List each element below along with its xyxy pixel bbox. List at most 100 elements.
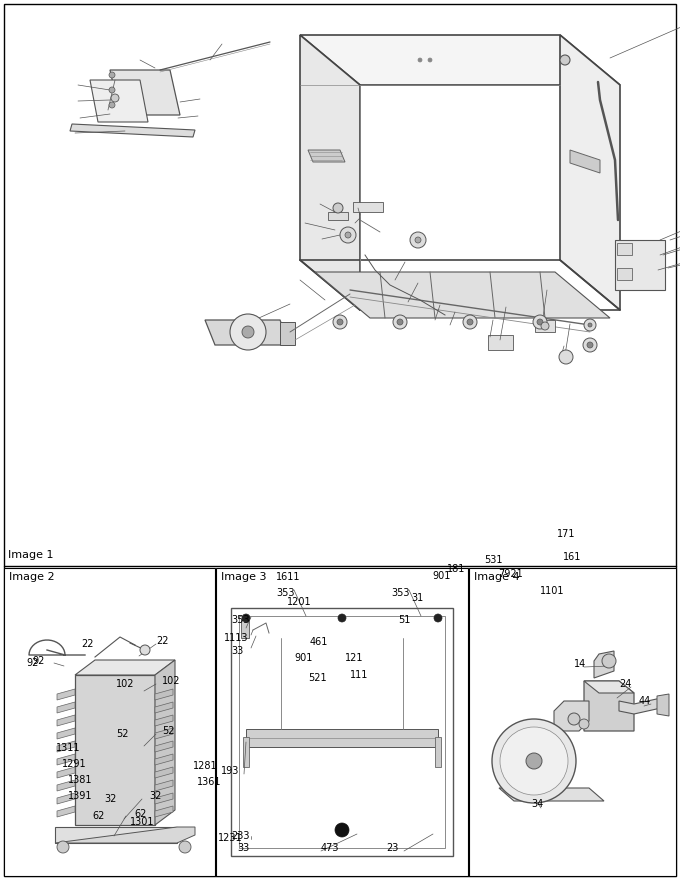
- Bar: [435, 737, 441, 767]
- Circle shape: [393, 315, 407, 329]
- Polygon shape: [70, 124, 195, 137]
- Circle shape: [434, 614, 442, 622]
- Polygon shape: [57, 715, 75, 726]
- Text: 31: 31: [411, 593, 423, 603]
- Circle shape: [541, 322, 549, 330]
- Polygon shape: [205, 320, 290, 345]
- Circle shape: [415, 237, 421, 243]
- Circle shape: [410, 232, 426, 248]
- Text: 461: 461: [310, 637, 328, 647]
- Text: 1113: 1113: [224, 633, 248, 643]
- Text: 7921: 7921: [498, 569, 523, 579]
- Text: 171: 171: [557, 529, 575, 539]
- Text: 44: 44: [639, 696, 651, 706]
- Polygon shape: [155, 754, 173, 765]
- Text: 1101: 1101: [540, 586, 564, 596]
- Polygon shape: [615, 240, 665, 290]
- Bar: [239, 616, 445, 848]
- Polygon shape: [280, 322, 295, 345]
- Bar: [617, 243, 632, 255]
- Text: 1291: 1291: [62, 759, 86, 769]
- Text: 92: 92: [32, 656, 44, 666]
- Circle shape: [559, 350, 573, 364]
- Text: 32: 32: [104, 794, 116, 804]
- Text: 161: 161: [563, 552, 581, 562]
- Polygon shape: [90, 80, 148, 122]
- Polygon shape: [155, 806, 173, 817]
- Polygon shape: [560, 35, 620, 310]
- Bar: [535, 320, 555, 332]
- Polygon shape: [57, 689, 75, 700]
- Circle shape: [57, 841, 69, 853]
- Bar: [617, 268, 632, 280]
- Circle shape: [537, 319, 543, 325]
- Text: 1231: 1231: [218, 833, 243, 843]
- Circle shape: [230, 314, 266, 350]
- Text: 121: 121: [345, 653, 364, 663]
- Text: 193: 193: [221, 766, 239, 776]
- Text: 22: 22: [81, 639, 94, 649]
- Circle shape: [179, 841, 191, 853]
- Polygon shape: [155, 715, 173, 726]
- Polygon shape: [55, 827, 195, 843]
- Bar: [328, 212, 348, 220]
- Polygon shape: [110, 70, 180, 115]
- Text: 353: 353: [276, 588, 294, 598]
- Text: 24: 24: [619, 679, 631, 689]
- Text: 33: 33: [237, 843, 250, 853]
- Text: 531: 531: [484, 555, 503, 565]
- Polygon shape: [75, 675, 155, 825]
- Circle shape: [340, 227, 356, 243]
- Text: 1391: 1391: [68, 791, 92, 801]
- Circle shape: [568, 713, 580, 725]
- Circle shape: [109, 72, 115, 78]
- Circle shape: [602, 654, 616, 668]
- Text: 181: 181: [447, 564, 465, 574]
- Bar: [353, 202, 383, 212]
- Polygon shape: [155, 767, 173, 778]
- Polygon shape: [300, 35, 620, 85]
- Circle shape: [418, 58, 422, 62]
- Circle shape: [333, 315, 347, 329]
- Text: 353: 353: [231, 615, 250, 625]
- Circle shape: [397, 319, 403, 325]
- Polygon shape: [57, 728, 75, 739]
- Text: 111: 111: [350, 670, 369, 680]
- Polygon shape: [57, 780, 75, 791]
- Text: 22: 22: [156, 636, 169, 646]
- Text: 521: 521: [308, 673, 326, 683]
- Circle shape: [333, 203, 343, 213]
- Polygon shape: [570, 150, 600, 173]
- Bar: [216, 568, 468, 876]
- Polygon shape: [584, 681, 634, 731]
- Text: 33: 33: [231, 646, 243, 656]
- Text: 901: 901: [432, 571, 450, 581]
- Polygon shape: [55, 827, 177, 843]
- Circle shape: [492, 719, 576, 803]
- Circle shape: [463, 315, 477, 329]
- Polygon shape: [57, 767, 75, 778]
- Circle shape: [335, 823, 349, 837]
- Polygon shape: [594, 651, 614, 678]
- Text: 1361: 1361: [197, 777, 222, 787]
- Polygon shape: [57, 702, 75, 713]
- Polygon shape: [155, 741, 173, 752]
- Text: 32: 32: [149, 791, 161, 801]
- Circle shape: [526, 753, 542, 769]
- Text: 233: 233: [231, 831, 250, 841]
- Bar: [469, 568, 676, 876]
- Text: 1301: 1301: [130, 817, 154, 827]
- Bar: [488, 335, 513, 350]
- Polygon shape: [155, 780, 173, 791]
- Polygon shape: [155, 702, 173, 713]
- Circle shape: [140, 645, 150, 655]
- Polygon shape: [155, 689, 173, 700]
- Text: 62: 62: [134, 809, 146, 819]
- Circle shape: [467, 319, 473, 325]
- Text: 23: 23: [386, 843, 398, 853]
- Circle shape: [242, 326, 254, 338]
- Text: Image 3: Image 3: [221, 572, 267, 582]
- Circle shape: [242, 614, 250, 622]
- Polygon shape: [57, 793, 75, 804]
- Circle shape: [109, 102, 115, 108]
